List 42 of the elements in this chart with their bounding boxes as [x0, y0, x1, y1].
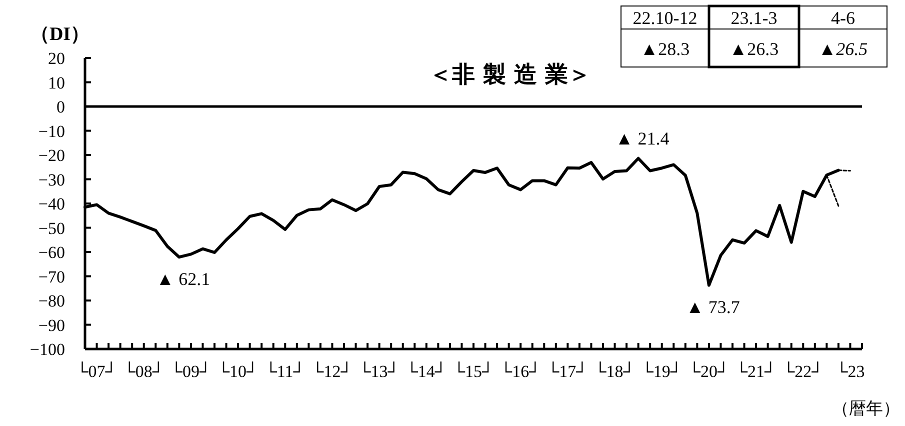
x-tick-label: └18┘	[594, 361, 636, 381]
x-tick-label: └07┘	[76, 361, 118, 381]
annotation: ▲26.3	[729, 39, 779, 59]
x-tick-label: └21┘	[736, 361, 777, 381]
y-tick-label: −60	[38, 243, 65, 262]
text: 4-6	[831, 8, 855, 28]
text: 22.10-12	[632, 8, 698, 28]
y-tick-label: −100	[30, 340, 65, 359]
x-tick-label: └12┘	[312, 361, 353, 381]
y-tick-label: −10	[38, 122, 65, 141]
annotation: ▲ 62.1	[156, 269, 210, 290]
y-tick-label: −20	[38, 146, 65, 165]
y-tick-label: −90	[38, 316, 65, 335]
x-tick-label: └11┘	[264, 361, 306, 381]
y-axis-title: （DI）	[30, 24, 90, 45]
x-tick-label: └15┘	[452, 361, 494, 381]
y-tick-label: 20	[48, 49, 65, 68]
x-tick-label: └19┘	[641, 361, 682, 381]
y-tick-label: −30	[38, 170, 65, 190]
y-tick-label: −50	[38, 218, 65, 238]
x-tick-label: └16┘	[500, 361, 542, 381]
x-tick-label: └13┘	[358, 361, 400, 381]
annotation: ▲ 21.4	[615, 128, 670, 148]
annotation: ▲26.5	[818, 39, 868, 59]
y-tick-label: −80	[38, 292, 65, 310]
x-tick-label: └08┘	[123, 361, 164, 381]
y-tick-label: −70	[38, 267, 65, 286]
chart-title: ＜非 製 造 業＞	[428, 62, 592, 88]
y-tick-label: −40	[38, 194, 65, 214]
y-tick-label: 10	[48, 73, 65, 92]
x-tick-label: └17┘	[547, 361, 588, 381]
annotation: ▲ 73.7	[686, 297, 740, 318]
y-tick-label: 0	[56, 98, 65, 116]
annotation: ▲28.3	[640, 39, 690, 59]
x-tick-label: └20┘	[688, 361, 730, 381]
text: 23.1-3	[730, 8, 778, 28]
x-tick-label: └10┘	[218, 361, 259, 381]
x-tick-label: └22┘	[782, 361, 824, 381]
x-tick-label: └23	[836, 361, 865, 381]
x-tick-label: └09┘	[170, 361, 212, 381]
x-tick-label: └14┘	[406, 361, 447, 381]
x-axis-title: （暦年）	[832, 399, 900, 418]
